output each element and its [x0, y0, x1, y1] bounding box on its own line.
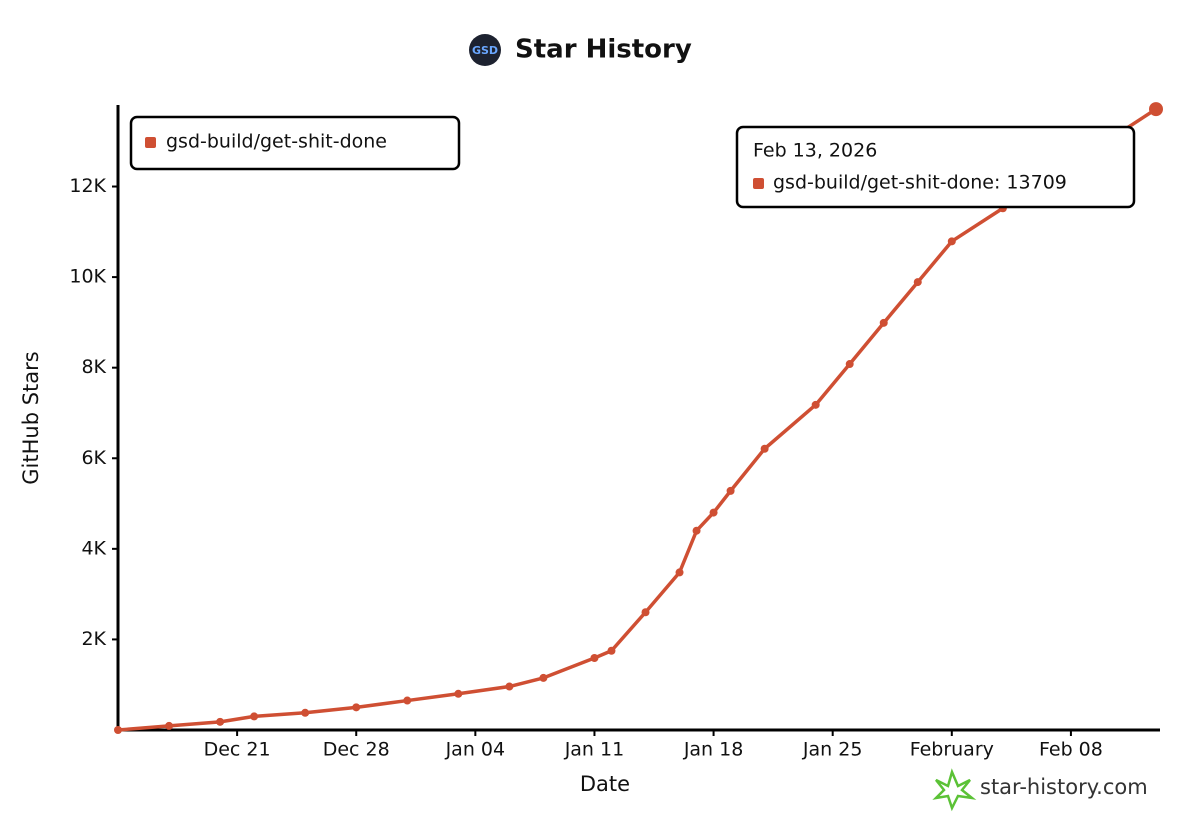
- data-point: [114, 726, 122, 734]
- data-point: [726, 486, 735, 495]
- data-point: [216, 717, 225, 726]
- x-tick-label: February: [910, 739, 994, 761]
- x-tick-label: Jan 25: [802, 739, 863, 761]
- x-axis-label: Date: [580, 772, 630, 796]
- plot: [114, 102, 1163, 734]
- y-tick-label: 6K: [81, 447, 106, 469]
- data-point: [760, 444, 769, 453]
- logo: [469, 34, 501, 66]
- data-point: [454, 689, 463, 698]
- data-point: [709, 508, 718, 517]
- data-point: [1149, 102, 1163, 117]
- x-tick-label: Jan 18: [683, 739, 744, 761]
- data-point: [403, 696, 412, 705]
- legend-box: [129, 115, 461, 171]
- data-point: [692, 526, 701, 535]
- data-point: [845, 360, 854, 369]
- data-point: [947, 237, 956, 246]
- tooltip-title: Feb 13, 2026: [753, 140, 877, 162]
- data-point: [811, 400, 820, 409]
- data-point: [675, 568, 684, 577]
- watermark: star-history.com: [932, 768, 1148, 812]
- x-tick-label: Jan 11: [564, 739, 625, 761]
- legend-label: gsd-build/get-shit-done: [166, 131, 387, 153]
- legend-swatch: [145, 137, 156, 148]
- y-tick-label: 10K: [69, 266, 106, 288]
- data-point: [913, 278, 922, 287]
- data-point: [607, 646, 616, 655]
- tooltip-box: [735, 125, 1136, 209]
- data-point: [165, 721, 174, 730]
- data-point: [641, 608, 650, 617]
- data-point: [352, 703, 361, 712]
- watermark-icon: [932, 768, 977, 812]
- legend: gsd-build/get-shit-done: [129, 115, 461, 171]
- y-tick-label: 4K: [81, 537, 106, 559]
- data-point: [505, 682, 514, 691]
- data-point: [301, 708, 310, 717]
- logo-text: GSD: [472, 44, 498, 57]
- x-tick-label: Jan 04: [445, 739, 506, 761]
- y-tick-label: 2K: [81, 628, 106, 650]
- tooltip: Feb 13, 2026 gsd-build/get-shit-done: 13…: [735, 125, 1136, 209]
- watermark-text: star-history.com: [980, 775, 1148, 799]
- x-tick-label: Dec 28: [323, 739, 390, 761]
- chart-title: Star History: [515, 35, 692, 65]
- data-point: [590, 653, 599, 662]
- data-point: [539, 673, 548, 682]
- tooltip-swatch: [753, 178, 764, 189]
- x-tick-label: Dec 21: [204, 739, 271, 761]
- tooltip-label: gsd-build/get-shit-done: 13709: [773, 172, 1067, 194]
- y-tick-label: 8K: [81, 356, 106, 378]
- x-tick-label: Feb 08: [1039, 739, 1103, 761]
- data-point: [879, 318, 888, 327]
- y-tick-label: 12K: [69, 175, 106, 197]
- data-point: [250, 712, 259, 721]
- y-axis-label: GitHub Stars: [19, 351, 43, 484]
